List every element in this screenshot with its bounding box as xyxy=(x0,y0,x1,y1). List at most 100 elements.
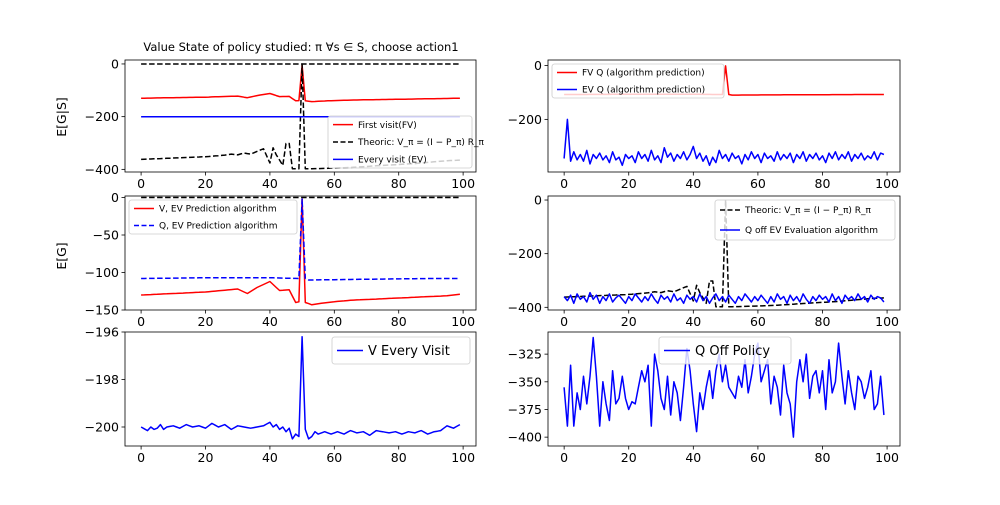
axes-frame xyxy=(547,59,901,173)
x-tick-label: 40 xyxy=(685,450,701,465)
y-tick-label: −150 xyxy=(85,303,119,318)
legend-label: Q, EV Prediction algorithm xyxy=(159,222,278,232)
series-line-q-off-ev-evaluation-algorithm xyxy=(563,291,885,305)
x-tick-label: 20 xyxy=(621,450,637,465)
legend-label: FV Q (algorithm prediction) xyxy=(582,69,705,79)
y-tick-label: 0 xyxy=(534,193,542,208)
y-tick-label: −200 xyxy=(508,112,542,127)
legend-middle-right: Theoric: V_π = (I − P_π) R_π Q off EV Eva… xyxy=(714,199,896,241)
series-group xyxy=(563,199,885,308)
axes-frame xyxy=(547,331,901,447)
y-tick-label: −400 xyxy=(85,162,119,177)
y-tick-label: −200 xyxy=(508,246,542,261)
y-axis-label-row1: E[G|S] xyxy=(54,97,69,136)
legend-label: Every visit (EV) xyxy=(358,156,427,166)
chart-panel-top-right: 0 20 40 60 80 100 0 −200 FV Q (algorithm predict… xyxy=(508,58,901,191)
axes-frame xyxy=(124,195,477,311)
y-tick-label: −198 xyxy=(85,372,119,387)
y-tick-label: −196 xyxy=(85,325,119,340)
x-tick-label: 80 xyxy=(391,176,407,191)
axes-frame xyxy=(124,59,477,173)
x-tick-label: 80 xyxy=(815,176,831,191)
x-tick-label: 0 xyxy=(137,450,145,465)
y-tick-label: −400 xyxy=(508,300,542,315)
legend-box xyxy=(658,336,792,365)
y-axis-label-row2: E[G] xyxy=(54,242,69,269)
x-tick-label: 20 xyxy=(198,450,214,465)
legend-label: Theoric: V_π = (I − P_π) R_π xyxy=(744,206,872,216)
y-tick-label: −50 xyxy=(93,228,119,243)
series-group xyxy=(141,196,460,306)
series-line-v-every-visit xyxy=(140,335,461,440)
x-tick-label: 20 xyxy=(198,314,214,329)
y-tick-label: −350 xyxy=(508,374,542,389)
x-tick-label: 0 xyxy=(560,450,568,465)
x-tick-label: 100 xyxy=(451,450,475,465)
legend-top-left: First visit(FV) Theoric: V_π = (I − P_π) … xyxy=(327,115,485,169)
x-tick-label: 40 xyxy=(685,314,701,329)
x-tick-label: 20 xyxy=(621,176,637,191)
legend-label: Q Off Policy xyxy=(695,344,770,359)
chart-panel-middle-right: 0 20 40 60 80 100 0 −200 −400 Theoric: V_π = (I −… xyxy=(508,193,901,329)
y-tick-label: 0 xyxy=(534,58,542,73)
series-line-q-off-policy xyxy=(563,336,885,438)
x-tick-label: 0 xyxy=(560,314,568,329)
x-tick-label: 40 xyxy=(685,176,701,191)
y-tick-label: −200 xyxy=(85,109,119,124)
legend-label: V Every Visit xyxy=(368,344,450,359)
x-tick-label: 0 xyxy=(137,314,145,329)
y-tick-label: −325 xyxy=(508,347,542,362)
x-tick-label: 100 xyxy=(875,176,899,191)
legend-bottom-right: Q Off Policy xyxy=(658,336,792,365)
x-tick-label: 60 xyxy=(326,176,342,191)
x-tick-label: 80 xyxy=(391,450,407,465)
legend-box xyxy=(128,199,298,235)
x-tick-label: 0 xyxy=(137,176,145,191)
y-tick-label: 0 xyxy=(111,190,119,205)
x-tick-label: 20 xyxy=(621,314,637,329)
x-tick-label: 60 xyxy=(750,176,766,191)
series-line-theoric-v-i-p-r xyxy=(564,199,884,308)
x-tick-label: 20 xyxy=(198,176,214,191)
axes-frame xyxy=(547,195,901,311)
legend-box xyxy=(331,336,471,365)
series-group xyxy=(563,336,885,438)
legend-top-right: FV Q (algorithm prediction) EV Q (algorit… xyxy=(551,63,725,99)
axes-frame xyxy=(124,331,477,447)
chart-panel-top-left: 0 20 40 60 80 100 0 −200 −400 First visit(FV) Theo… xyxy=(85,56,485,191)
x-tick-label: 40 xyxy=(262,176,278,191)
legend-middle-left: V, EV Prediction algorithm Q, EV Predicti… xyxy=(128,199,298,235)
y-tick-label: −200 xyxy=(85,420,119,435)
series-line-ev-q-algorithm-prediction xyxy=(563,118,885,167)
figure-title: Value State of policy studied: π ∀s ∈ S,… xyxy=(143,40,458,54)
y-tick-label: −100 xyxy=(85,265,119,280)
x-tick-label: 80 xyxy=(391,314,407,329)
x-tick-label: 60 xyxy=(750,314,766,329)
x-tick-label: 100 xyxy=(451,314,475,329)
x-tick-label: 40 xyxy=(262,450,278,465)
series-line-q-ev-prediction-algorithm xyxy=(141,198,460,281)
x-tick-label: 80 xyxy=(815,450,831,465)
chart-panel-bottom-left: 0 20 40 60 80 100 −196 −198 −200 V Every Visit xyxy=(85,325,477,465)
x-tick-label: 100 xyxy=(875,450,899,465)
x-tick-label: 60 xyxy=(326,450,342,465)
x-tick-label: 80 xyxy=(815,314,831,329)
legend-label: Q off EV Evaluation algorithm xyxy=(745,226,878,236)
legend-bottom-left: V Every Visit xyxy=(331,336,471,365)
series-group xyxy=(140,335,461,440)
legend-label: Theoric: V_π = (I − P_π) R_π xyxy=(357,138,485,148)
x-tick-label: 60 xyxy=(750,450,766,465)
chart-panel-middle-left: 0 20 40 60 80 100 0 −50 −100 −150 V, EV Prediction… xyxy=(85,190,477,329)
x-tick-label: 40 xyxy=(262,314,278,329)
chart-panel-bottom-right: 0 20 40 60 80 100 −325 −350 −375 −400 Q Off Policy xyxy=(508,331,901,465)
legend-label: V, EV Prediction algorithm xyxy=(159,205,277,215)
y-tick-label: −400 xyxy=(508,430,542,445)
y-tick-label: 0 xyxy=(111,56,119,71)
legend-label: EV Q (algorithm prediction) xyxy=(582,86,705,96)
x-tick-label: 100 xyxy=(875,314,899,329)
legend-box xyxy=(714,199,896,241)
x-tick-label: 60 xyxy=(326,314,342,329)
x-tick-label: 100 xyxy=(451,176,475,191)
